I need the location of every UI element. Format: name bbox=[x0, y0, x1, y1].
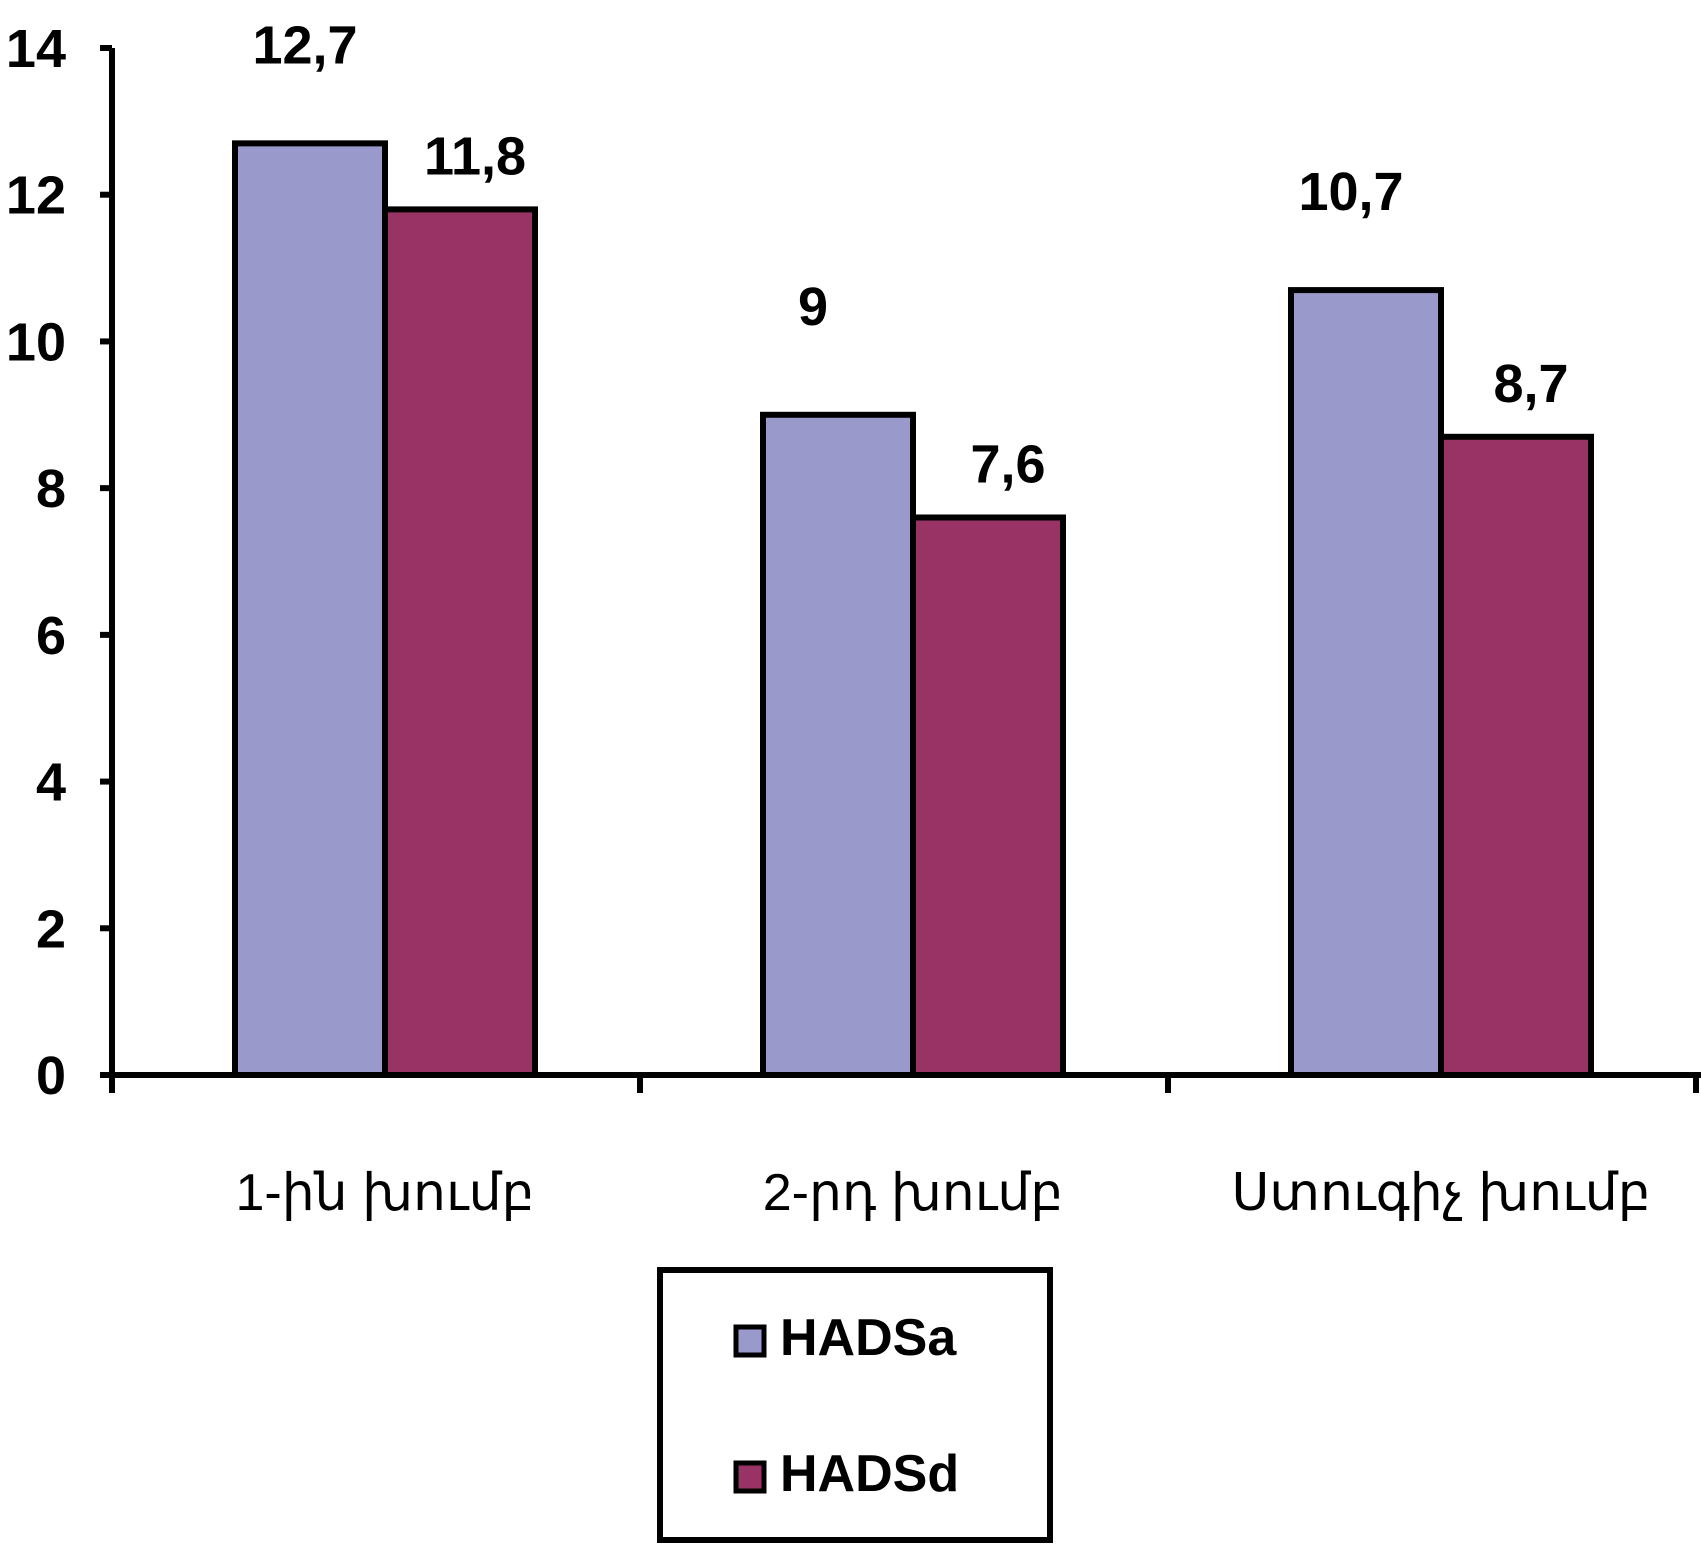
bar-hadsd-3 bbox=[1438, 433, 1594, 1078]
y-tick-label: 8 bbox=[36, 459, 66, 519]
legend: HADSa HADSd bbox=[657, 1267, 1053, 1543]
bars bbox=[232, 140, 1594, 1079]
x-category-label: Ստուգիչ խումբ bbox=[1231, 1164, 1650, 1222]
legend-swatch bbox=[733, 1460, 767, 1494]
data-label: 7,6 bbox=[970, 434, 1045, 494]
data-label: 11,8 bbox=[424, 126, 526, 186]
bar-hadsa-2 bbox=[760, 411, 916, 1078]
data-label: 9 bbox=[798, 277, 828, 337]
x-category-label: 1-ին խումբ bbox=[235, 1164, 534, 1222]
category-labels: 1-ին խումբ 2-րդ խումբ Ստուգիչ խումբ bbox=[235, 1164, 1650, 1222]
y-tick-label: 2 bbox=[36, 899, 66, 959]
legend-box bbox=[657, 1267, 1053, 1543]
y-tick-label: 6 bbox=[36, 606, 66, 666]
bar-hadsa-3 bbox=[1288, 287, 1444, 1079]
legend-label: HADSd bbox=[780, 1445, 959, 1503]
y-tick-label: 0 bbox=[36, 1046, 66, 1106]
x-category-label: 2-րդ խումբ bbox=[763, 1164, 1064, 1222]
y-tick-label: 4 bbox=[36, 753, 66, 813]
data-label: 10,7 bbox=[1298, 162, 1403, 222]
bar-hadsa-1 bbox=[232, 140, 388, 1079]
y-tick-label: 12 bbox=[6, 166, 66, 226]
bar-hadsd-1 bbox=[382, 206, 538, 1078]
bar-hadsd-2 bbox=[910, 514, 1066, 1078]
value-labels: 12,7 11,8 9 7,6 10,7 8,7 bbox=[252, 15, 1568, 494]
y-tick-label: 14 bbox=[6, 19, 66, 79]
y-tick-label: 10 bbox=[6, 312, 66, 372]
legend-label: HADSa bbox=[780, 1309, 957, 1367]
legend-swatch bbox=[733, 1324, 767, 1358]
data-label: 12,7 bbox=[252, 15, 357, 75]
y-axis: 0 2 4 6 8 10 12 14 bbox=[6, 19, 115, 1106]
data-label: 8,7 bbox=[1493, 354, 1568, 414]
